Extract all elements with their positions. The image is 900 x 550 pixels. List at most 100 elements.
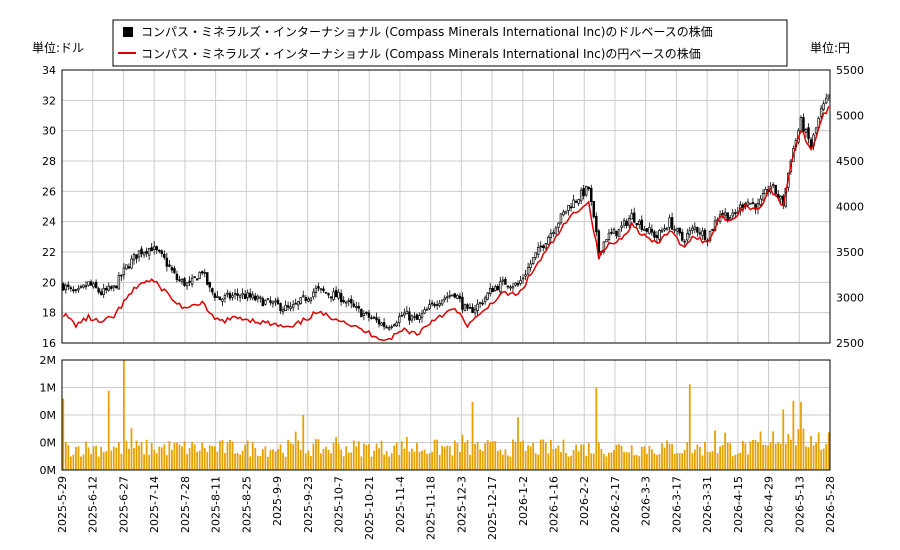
candle-body (670, 217, 674, 230)
volume-bar (592, 453, 595, 470)
volume-bar (357, 441, 360, 470)
x-tick-label: 2026-1-16 (548, 476, 561, 533)
x-tick-label: 2025-9-23 (302, 476, 315, 533)
candle-body (645, 228, 649, 232)
volume-bar (82, 454, 85, 470)
volume-bar (438, 454, 441, 470)
volume-bar (699, 447, 701, 470)
candle-body (501, 279, 505, 282)
legend-box (112, 19, 788, 67)
candle-body (236, 293, 239, 296)
volume-bar (638, 456, 641, 470)
volume-bar (795, 445, 797, 470)
volume-bar (496, 451, 499, 470)
volume-bar (208, 445, 211, 470)
volume-bar (105, 451, 108, 470)
volume-bar (448, 446, 451, 470)
candle-body (526, 267, 530, 275)
candle-body (552, 232, 555, 234)
volume-bars (62, 360, 830, 470)
candle-body (590, 187, 593, 202)
volume-bar (491, 441, 494, 470)
candle-body (554, 227, 558, 235)
candle-body (130, 258, 133, 269)
candle-body (673, 229, 676, 231)
candle-body (122, 267, 126, 275)
volume-bar (633, 455, 636, 470)
volume-tick-label: 0M (40, 464, 57, 477)
volume-bar (259, 456, 262, 470)
volume-bar (691, 453, 694, 470)
volume-bar (464, 442, 466, 470)
candle-body (496, 285, 500, 291)
volume-bar (150, 442, 153, 470)
volume-bar (560, 452, 562, 470)
x-tick-label: 2025-9-9 (271, 476, 284, 526)
volume-bar (355, 446, 358, 470)
candle-body (226, 292, 229, 295)
candle-body (327, 293, 330, 296)
candle-body (170, 267, 174, 271)
candle-body (446, 296, 449, 299)
volume-bar (456, 443, 459, 470)
volume-bar (294, 431, 297, 470)
candle-body (686, 233, 689, 241)
x-tick-label: 2026-5-28 (824, 476, 837, 533)
volume-bar (325, 446, 327, 470)
volume-bar (75, 446, 77, 470)
candle-body (819, 107, 823, 117)
right-tick-label: 5000 (836, 110, 864, 123)
candle-body (814, 127, 818, 134)
volume-bar (246, 440, 249, 470)
candle-body (223, 295, 227, 299)
left-tick-label: 28 (42, 155, 56, 168)
candle-body (683, 240, 686, 243)
volume-bar (555, 448, 557, 470)
candle-body (188, 280, 191, 283)
candle-body (112, 285, 116, 288)
candle-body (559, 213, 563, 224)
volume-bar (577, 451, 580, 470)
volume-bar (721, 445, 724, 470)
volume-bar (261, 449, 264, 470)
volume-bar (739, 452, 742, 470)
volume-bar (802, 428, 805, 470)
x-tick-label: 2025-10-21 (363, 476, 376, 540)
volume-bar (714, 430, 716, 470)
candle-body (468, 307, 472, 309)
volume-bar (544, 442, 547, 470)
volume-bar (158, 446, 161, 470)
volume-bar (807, 447, 810, 470)
volume-bar (666, 440, 668, 470)
candle-body (269, 300, 272, 303)
candle-body (307, 298, 310, 302)
candle-body (200, 271, 204, 274)
candle-body (418, 315, 421, 320)
volume-bar (557, 445, 560, 470)
candle-body (691, 227, 694, 231)
volume-bar (575, 444, 577, 470)
candle-body (483, 297, 487, 303)
volume-bar (484, 443, 487, 470)
volume-bar (183, 441, 186, 470)
volume-bar (112, 446, 115, 470)
candle-body (592, 201, 596, 218)
candle-body (69, 287, 73, 290)
volume-bar (479, 449, 481, 470)
candle-body (160, 250, 164, 254)
volume-bar (249, 456, 252, 470)
candle-body (549, 232, 553, 238)
candle-body (190, 277, 194, 285)
candle-body (271, 301, 275, 305)
x-tick-label: 2025-11-18 (425, 476, 438, 540)
candle-body (587, 186, 590, 190)
volume-bar (693, 449, 696, 470)
volume-bar (711, 451, 714, 470)
volume-bar (706, 451, 709, 470)
volume-bar (254, 448, 257, 470)
volume-bar (80, 456, 82, 470)
candle-body (168, 264, 171, 267)
candle-body (254, 295, 257, 301)
volume-bar (640, 446, 643, 470)
volume-bar (117, 442, 120, 470)
